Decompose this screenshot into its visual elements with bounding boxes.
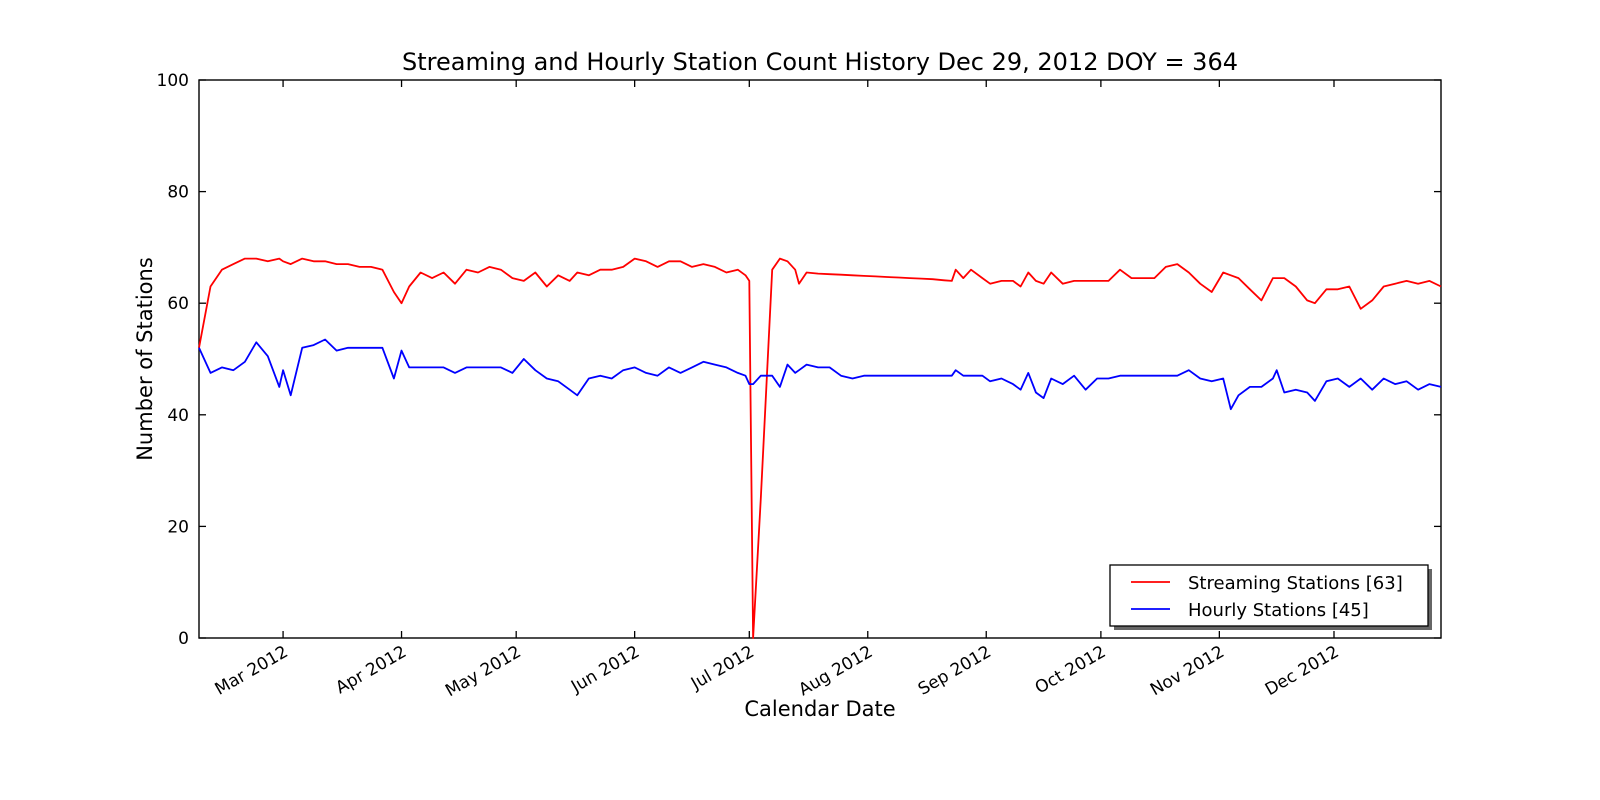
plot-frame [198, 79, 1442, 639]
x-tick-label: Nov 2012 [1147, 642, 1228, 700]
x-tick-label: May 2012 [442, 642, 525, 701]
x-tick-label: Apr 2012 [332, 642, 410, 698]
chart-title: Streaming and Hourly Station Count Histo… [402, 48, 1238, 76]
legend-label-streaming: Streaming Stations [63] [1188, 573, 1403, 594]
x-tick-label: Oct 2012 [1032, 642, 1110, 698]
legend: Streaming Stations [63] Hourly Stations … [1109, 564, 1432, 630]
x-tick-label: Dec 2012 [1262, 642, 1343, 700]
y-tick-label: 0 [178, 629, 189, 649]
legend-label-hourly: Hourly Stations [45] [1188, 600, 1369, 621]
data-series [198, 257, 1442, 639]
y-tick-label: 20 [167, 517, 189, 537]
x-tick-label: Jul 2012 [687, 642, 758, 694]
streaming-line [198, 257, 1442, 639]
y-tick-label: 80 [167, 183, 189, 203]
legend-box [1109, 564, 1429, 627]
x-axis-label: Calendar Date [744, 697, 895, 721]
x-tick-label: Jun 2012 [567, 642, 643, 697]
y-axis-label: Number of Stations [133, 257, 157, 461]
x-tick-label: Mar 2012 [212, 642, 292, 700]
hourly-line [198, 338, 1442, 411]
x-tick-label: Aug 2012 [795, 642, 876, 700]
y-tick-label: 60 [167, 294, 189, 314]
y-tick-label: 40 [167, 406, 189, 426]
y-tick-label: 100 [157, 71, 189, 91]
x-tick-label: Sep 2012 [915, 642, 995, 700]
